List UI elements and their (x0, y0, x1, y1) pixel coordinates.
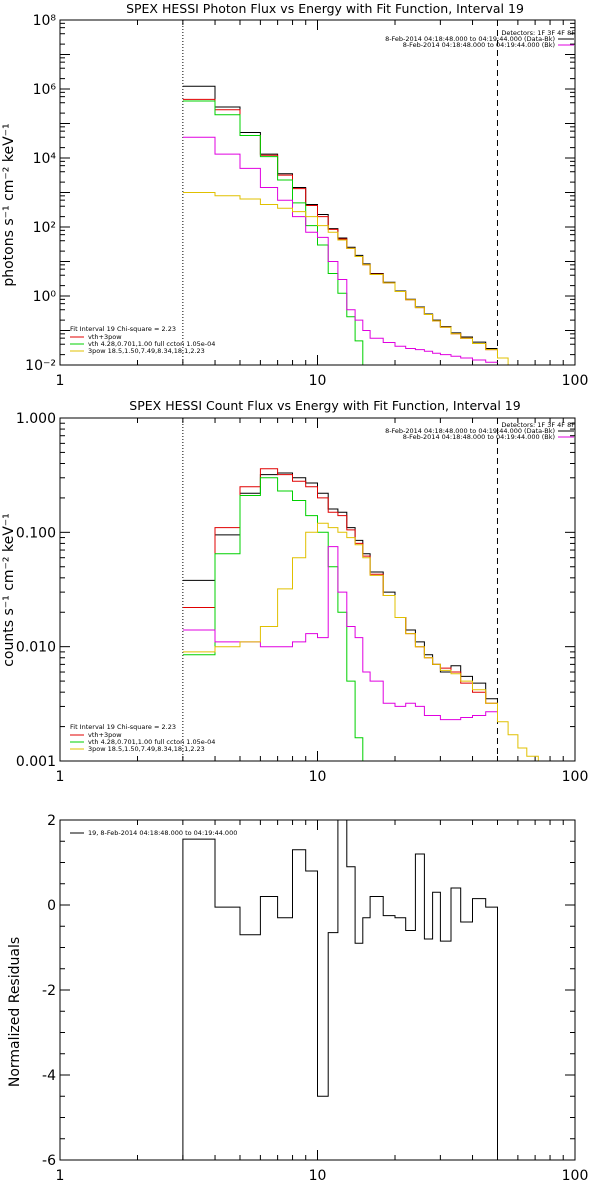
photon-y-tick-label: 10² (33, 220, 56, 236)
photon-flux-panel: SPEX HESSI Photon Flux vs Energy with Fi… (1, 1, 588, 389)
count-series-thermal (182, 477, 371, 762)
count-series-background (182, 522, 550, 762)
photon-legend-thermal: vth 4.28,0.701,1.00 full ccton 1.05e-04 (88, 340, 215, 348)
residuals-series-total (182, 819, 498, 1160)
residuals-axes: 1 10 100 -6 -4 -2 0 2 (42, 813, 588, 1184)
count-info-detectors: Detectors: 1F 3F 4F 8F (501, 421, 575, 429)
count-plot-frame (59, 417, 576, 762)
count-info-bk: 8-Feb-2014 04:18:48.000 to 04:19:44.000 … (403, 433, 555, 441)
photon-info-detectors: Detectors: 1F 3F 4F 8F (501, 29, 575, 37)
residuals-y-tick-label: -4 (42, 1068, 56, 1084)
count-info-block: Detectors: 1F 3F 4F 8F 8-Feb-2014 04:18:… (385, 421, 575, 441)
photon-y-tick-label: 10⁰ (33, 289, 57, 305)
photon-series-group (182, 85, 518, 366)
photon-y-tick-label: 10⁴ (33, 151, 57, 167)
count-y-tick-label: 1.000 (16, 411, 56, 427)
photon-info-bk: 8-Feb-2014 04:18:48.000 to 04:19:44.000 … (403, 41, 555, 49)
count-series-nonthermal (182, 546, 498, 721)
residuals-y-tick-label: 0 (47, 898, 56, 914)
photon-info-block: Detectors: 1F 3F 4F 8F 8-Feb-2014 04:18:… (385, 29, 575, 49)
residuals-x-tick-label: 100 (562, 1168, 589, 1184)
photon-x-tick-label: 10 (309, 373, 327, 389)
residuals-y-tick-label: -2 (42, 983, 56, 999)
residuals-series-group (182, 819, 498, 1160)
count-legend-thermal: vth 4.28,0.701,1.00 full ccton 1.05e-04 (88, 738, 215, 746)
count-y-axis-label: counts s⁻¹ cm⁻² keV⁻¹ (1, 513, 17, 667)
photon-y-tick-label: 10⁶ (33, 82, 57, 98)
count-panel-title: SPEX HESSI Count Flux vs Energy with Fit… (129, 398, 520, 413)
residuals-y-axis-label: Normalized Residuals (7, 937, 23, 1087)
photon-x-tick-label: 1 (56, 373, 65, 389)
count-y-tick-label: 0.001 (16, 754, 56, 770)
photon-y-tick-label: 10⁻² (25, 358, 56, 374)
photon-panel-title: SPEX HESSI Photon Flux vs Energy with Fi… (126, 1, 524, 16)
count-x-tick-label: 10 (309, 769, 327, 785)
count-y-tick-label: 0.100 (16, 525, 56, 541)
residuals-legend-text: 19, 8-Feb-2014 04:18:48.000 to 04:19:44.… (88, 829, 237, 837)
photon-series-nonthermal (182, 136, 498, 363)
photon-series-background (182, 192, 518, 366)
photon-info-data: 8-Feb-2014 04:18:48.000 to 04:19:44.000 … (385, 35, 555, 43)
count-legend-fit-line: Fit Interval 19 Chi-square = 2.23 (70, 723, 176, 731)
photon-y-tick-label: 10⁸ (33, 13, 57, 29)
count-y-tick-label: 0.010 (16, 640, 56, 656)
residuals-y-tick-label: -6 (42, 1153, 56, 1169)
count-series-total (182, 472, 498, 700)
photon-series-thermal (182, 100, 371, 366)
photon-legend: Fit Interval 19 Chi-square = 2.23 vth+3p… (70, 325, 215, 355)
count-x-tick-label: 1 (56, 769, 65, 785)
residuals-legend: 19, 8-Feb-2014 04:18:48.000 to 04:19:44.… (70, 829, 237, 837)
count-legend: Fit Interval 19 Chi-square = 2.23 vth+3p… (70, 723, 215, 753)
photon-legend-model: vth+3pow (88, 333, 122, 341)
photon-plot-frame (59, 19, 576, 366)
count-flux-panel: SPEX HESSI Count Flux vs Energy with Fit… (1, 398, 588, 785)
count-axes: 1 10 100 0.001 0.010 0.100 1.000 (16, 411, 588, 785)
residuals-y-tick-label: 2 (47, 813, 56, 829)
count-info-data: 8-Feb-2014 04:18:48.000 to 04:19:44.000 … (385, 427, 555, 435)
count-series-group (182, 468, 550, 762)
residuals-panel: Normalized Residuals 1 10 100 -6 -4 -2 0 2 19, … (7, 813, 588, 1184)
photon-legend-fit-line: Fit Interval 19 Chi-square = 2.23 (70, 325, 176, 333)
residuals-plot-frame (59, 819, 576, 1161)
count-x-tick-label: 100 (562, 769, 589, 785)
photon-x-tick-label: 100 (562, 373, 589, 389)
photon-axes: 1 10 100 10⁻² 10⁰ 10² 10⁴ 10⁶ 10⁸ (25, 13, 588, 389)
count-legend-model: vth+3pow (88, 731, 122, 739)
photon-legend-pow: 3pow 18.5,1.50,7.49,8.34,18.1,2.23 (88, 347, 205, 355)
count-series-model (182, 468, 498, 704)
photon-series-total (182, 85, 498, 349)
count-legend-pow: 3pow 18.5,1.50,7.49,8.34,18.1,2.23 (88, 745, 205, 753)
residuals-x-tick-label: 1 (56, 1168, 65, 1184)
residuals-x-tick-label: 10 (309, 1168, 327, 1184)
photon-y-axis-label: photons s⁻¹ cm⁻² keV⁻¹ (1, 123, 17, 286)
